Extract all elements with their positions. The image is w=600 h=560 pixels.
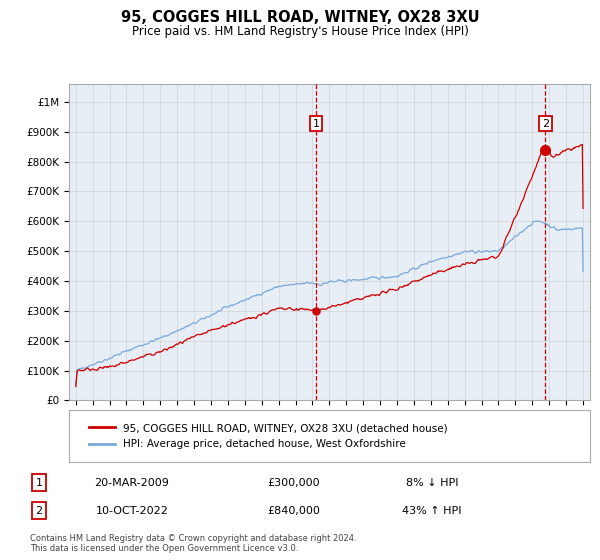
Legend: 95, COGGES HILL ROAD, WITNEY, OX28 3XU (detached house), HPI: Average price, det: 95, COGGES HILL ROAD, WITNEY, OX28 3XU (… [85,419,452,454]
Text: 20-MAR-2009: 20-MAR-2009 [95,478,169,488]
Text: 10-OCT-2022: 10-OCT-2022 [95,506,169,516]
Text: 43% ↑ HPI: 43% ↑ HPI [402,506,462,516]
Text: Price paid vs. HM Land Registry's House Price Index (HPI): Price paid vs. HM Land Registry's House … [131,25,469,38]
Text: 2: 2 [542,119,549,129]
Text: 2: 2 [35,506,43,516]
Text: 8% ↓ HPI: 8% ↓ HPI [406,478,458,488]
Text: 1: 1 [313,119,320,129]
Text: £300,000: £300,000 [268,478,320,488]
Text: 1: 1 [35,478,43,488]
Text: £840,000: £840,000 [268,506,320,516]
Text: 95, COGGES HILL ROAD, WITNEY, OX28 3XU: 95, COGGES HILL ROAD, WITNEY, OX28 3XU [121,10,479,25]
Text: Contains HM Land Registry data © Crown copyright and database right 2024.
This d: Contains HM Land Registry data © Crown c… [30,534,356,553]
